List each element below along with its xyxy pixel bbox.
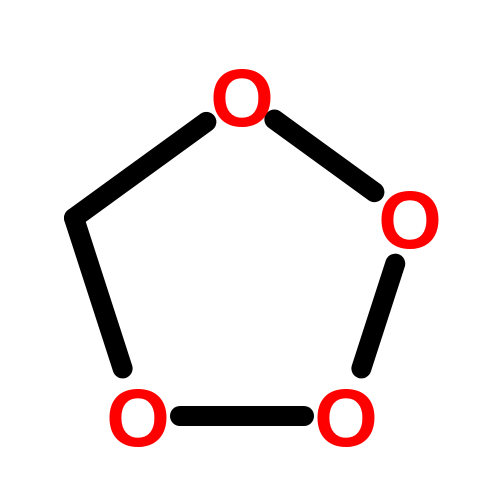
atom-label: O xyxy=(378,175,442,266)
bond xyxy=(361,264,395,369)
atom-label: O xyxy=(210,53,274,144)
atom-label: O xyxy=(106,373,170,464)
molecule-diagram: O O O O xyxy=(0,0,500,500)
bond xyxy=(74,122,206,218)
bond-layer xyxy=(74,120,395,416)
bond xyxy=(274,120,374,193)
atom-label: O xyxy=(314,373,378,464)
bond xyxy=(74,218,123,368)
